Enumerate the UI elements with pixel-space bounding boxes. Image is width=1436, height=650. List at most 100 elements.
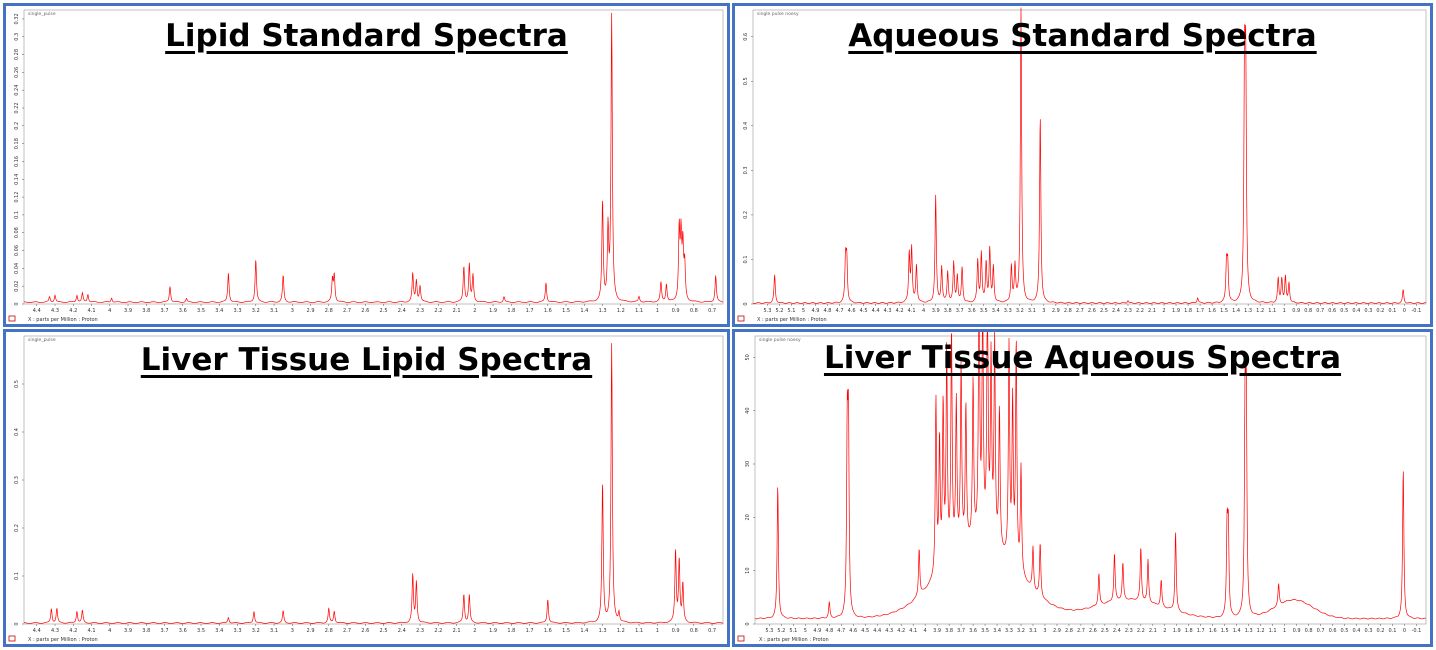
x-tick-label: 1.3 [599,628,607,634]
axis-handle-icon[interactable] [8,315,16,322]
x-tick-label: 3.9 [124,308,132,314]
sequence-label: single_pulse [28,11,56,17]
x-tick-label: 0.5 [1341,628,1349,634]
x-tick-label: 2.1 [1148,308,1156,314]
axis-handle-icon[interactable] [8,635,16,642]
x-tick-label: 5.3 [763,308,771,314]
x-tick-label: 2.1 [1149,628,1157,634]
x-tick-label: 0.8 [1304,308,1312,314]
chart-title: Lipid Standard Spectra [165,18,568,54]
x-tick-label: 1.1 [1268,308,1276,314]
x-tick-label: 2.4 [1112,308,1120,314]
x-tick-label: 0.6 [1329,628,1337,634]
x-tick-label: 0.2 [1376,628,1384,634]
y-tick-label: 50 [745,354,751,360]
spectrum-line [752,7,1427,304]
x-tick-label: 4 [922,308,925,314]
x-tick-label: 2.6 [1089,628,1097,634]
y-tick-label: 0 [14,302,20,305]
y-tick-label: 0.24 [14,85,20,96]
x-tick-label: 0.4 [1353,628,1361,634]
y-tick-label: 0.06 [14,245,20,256]
x-tick-label: 4.5 [860,308,868,314]
y-tick-label: 0.04 [14,263,20,274]
x-tick-label: 2.1 [453,628,461,634]
x-tick-label: 1 [1283,628,1286,634]
x-tick-label: 3.4 [992,308,1000,314]
x-tick-label: 1.5 [562,308,570,314]
x-tick-label: 1.6 [544,628,552,634]
x-tick-label: 3.7 [161,628,169,634]
x-tick-label: 2.3 [1125,628,1133,634]
axis-handle-icon[interactable] [737,635,745,642]
x-tick-label: 0.3 [1365,628,1373,634]
x-tick-label: 4.4 [872,308,880,314]
x-tick-label: 4.2 [69,308,77,314]
x-tick-label: 4.7 [836,308,844,314]
spectrum-line [754,332,1427,620]
x-tick-label: 2.5 [380,308,388,314]
x-tick-label: 0.9 [672,628,680,634]
x-tick-label: 4.1 [909,628,917,634]
spectrum-line [23,343,724,624]
x-tick-label: 1.6 [1208,308,1216,314]
x-tick-label: 3.9 [932,308,940,314]
axis-handle-icon[interactable] [737,315,745,322]
x-tick-label: 1.1 [1269,628,1277,634]
y-tick-label: 0.16 [14,156,20,167]
x-tick-label: 1 [656,308,659,314]
x-tick-label: 0.9 [672,308,680,314]
y-tick-label: 0.28 [14,49,20,60]
x-tick-label: 2.9 [307,308,315,314]
x-tick-label: 3.5 [981,628,989,634]
x-tick-label: 4.3 [51,308,59,314]
x-tick-label: 2.4 [398,628,406,634]
sequence-label: single pulse noesy [759,337,801,343]
x-tick-label: 1.2 [1256,308,1264,314]
sequence-label: single pulse noesy [757,11,799,17]
y-tick-label: 0.2 [743,211,749,219]
x-tick-label: 0.1 [1388,308,1396,314]
plot-frame [23,9,724,305]
x-tick-label: 1.1 [635,628,643,634]
x-tick-label: 3.7 [956,308,964,314]
x-tick-label: 3.4 [215,308,223,314]
y-tick-label: 0.6 [743,33,749,41]
x-tick-label: 2.9 [1052,308,1060,314]
x-tick-label: 4.6 [848,308,856,314]
chart-lipid-standard: single_pulse 0 0.02 0.04 0.06 0.08 0.1 0.12 0.14… [8,9,724,323]
x-tick-label: 0.4 [1352,308,1360,314]
x-tick-label: 1.9 [489,308,497,314]
y-tick-label: 0.3 [14,33,20,41]
x-tick-label: 3.4 [993,628,1001,634]
x-tick-label: 4.3 [884,308,892,314]
y-tick-label: 0.3 [14,476,20,484]
x-tick-label: 2.2 [434,308,442,314]
x-tick-label: 3 [1042,308,1045,314]
x-tick-label: 3.3 [234,308,242,314]
x-tick-label: 1.5 [1221,628,1229,634]
x-tick-label: 1.4 [1233,628,1241,634]
y-tick-label: 0.2 [14,122,20,130]
x-tick-label: 1.8 [1184,308,1192,314]
y-tick-label: 20 [745,514,751,520]
x-tick-label: 2.1 [453,308,461,314]
x-tick-label: 2.7 [343,628,351,634]
x-tick-label: 2.5 [380,628,388,634]
x-tick-label: 5.1 [787,308,795,314]
x-tick-label: 1.9 [1173,628,1181,634]
x-tick-label: 4.5 [861,628,869,634]
x-tick-label: 3.8 [142,308,150,314]
x-tick-label: 4.2 [897,628,905,634]
x-tick-label: 3.2 [252,308,260,314]
x-tick-label: 2.3 [416,628,424,634]
x-tick-label: 2.3 [1124,308,1132,314]
x-tick-label: 3.3 [234,628,242,634]
x-tick-label: 4.4 [33,308,41,314]
y-tick-label: 0.14 [14,174,20,185]
y-tick-label: 0.4 [743,122,749,130]
x-tick-label: 3.5 [197,308,205,314]
y-tick-label: 0.2 [14,524,20,532]
x-tick-label: -0.1 [1412,308,1422,314]
x-tick-label: 0.9 [1292,308,1300,314]
